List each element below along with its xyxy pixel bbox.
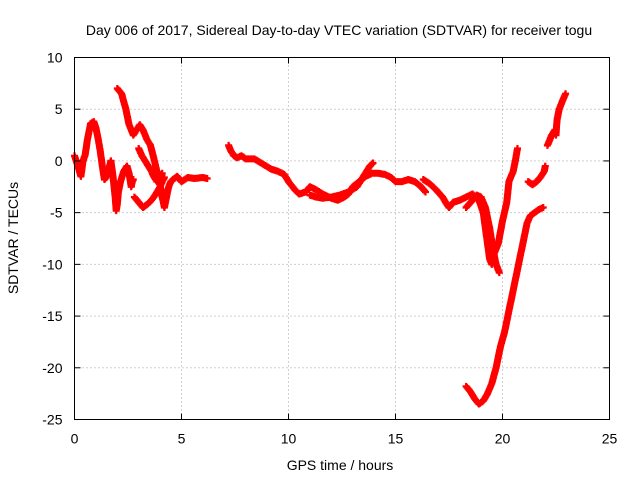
series-seg-2 [113, 85, 211, 211]
series-seg-8 [462, 191, 503, 277]
x-tick-label: 5 [178, 431, 186, 447]
x-tick-labels: 0 5 10 15 20 25 [71, 431, 618, 447]
x-tick-label: 25 [602, 431, 618, 447]
chart-title: Day 006 of 2017, Sidereal Day-to-day VTE… [86, 22, 592, 38]
series-markers [543, 90, 570, 149]
y-tick-label: -5 [50, 205, 63, 221]
series-markers [462, 204, 547, 408]
y-axis-label: SDTVAR / TECUs [5, 182, 21, 294]
y-tick-label: -20 [42, 360, 62, 376]
y-tick-label: -25 [42, 412, 62, 428]
y-tick-label: 5 [55, 101, 63, 117]
y-tick-label: 10 [47, 50, 63, 66]
series-markers [306, 159, 377, 202]
grid [74, 57, 610, 420]
x-tick-label: 20 [495, 431, 511, 447]
series-seg-11 [543, 90, 570, 149]
y-tick-labels: 10 5 0 -5 -10 -15 -20 -25 [42, 50, 62, 428]
series-seg-10 [524, 162, 549, 189]
x-tick-label: 0 [71, 431, 79, 447]
series-seg-4 [135, 145, 166, 186]
x-axis-label: GPS time / hours [287, 457, 394, 473]
y-tick-label: -10 [42, 256, 62, 272]
series-seg-3 [130, 174, 168, 211]
series-markers [113, 85, 211, 211]
x-tick-label: 10 [281, 431, 297, 447]
series-seg-1 [71, 118, 137, 215]
series-seg-6 [306, 159, 377, 202]
plot-frame [74, 57, 610, 420]
x-tick-label: 15 [388, 431, 404, 447]
axis-ticks [74, 57, 610, 420]
series-seg-9 [462, 204, 547, 408]
series-layer [71, 85, 570, 408]
series-markers [524, 162, 549, 189]
y-tick-label: -15 [42, 308, 62, 324]
y-tick-label: 0 [55, 153, 63, 169]
